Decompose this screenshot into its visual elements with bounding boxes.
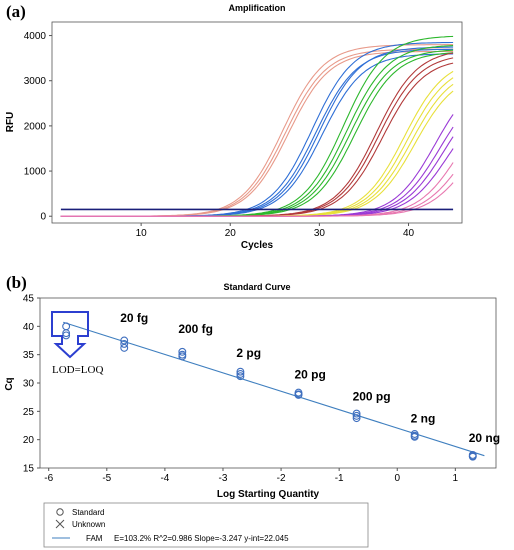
standard-point bbox=[120, 343, 129, 352]
x-tick-label: 10 bbox=[136, 228, 148, 239]
amplification-curve bbox=[60, 44, 454, 217]
regression-line bbox=[63, 321, 485, 457]
standard-point bbox=[236, 372, 245, 381]
standard-point bbox=[352, 414, 361, 423]
standard-point bbox=[120, 336, 129, 345]
standard-point bbox=[236, 367, 245, 376]
y-tick-label: 35 bbox=[23, 350, 35, 361]
standard-point bbox=[236, 369, 245, 378]
standard-curve-plot-frame bbox=[39, 297, 497, 469]
x-tick-label: 1 bbox=[453, 473, 459, 484]
amplification-y-ticks: 0 1000 2000 3000 4000 bbox=[24, 31, 52, 223]
x-tick-label: -5 bbox=[102, 473, 111, 484]
amplification-curve bbox=[60, 45, 454, 217]
standard-points bbox=[62, 322, 477, 461]
standard-point bbox=[468, 452, 477, 461]
y-tick-label: 0 bbox=[40, 212, 46, 223]
x-tick-label: -6 bbox=[44, 473, 53, 484]
amplification-curves bbox=[60, 35, 454, 217]
x-tick-label: 30 bbox=[314, 228, 326, 239]
standard-curve-y-label: Cq bbox=[4, 377, 15, 390]
standard-curve-title: Standard Curve bbox=[223, 282, 290, 292]
amplification-curve bbox=[60, 114, 454, 217]
standard-curve-x-label: Log Starting Quantity bbox=[217, 489, 320, 500]
standard-point bbox=[352, 411, 361, 420]
amplification-title: Amplification bbox=[228, 3, 285, 13]
x-tick-label: -4 bbox=[160, 473, 169, 484]
legend-standard-label: Standard bbox=[72, 508, 104, 517]
y-tick-label: 20 bbox=[23, 435, 35, 446]
legend-circle-symbol bbox=[56, 508, 64, 516]
y-tick-label: 15 bbox=[23, 464, 35, 475]
concentration-label: 200 pg bbox=[353, 390, 391, 404]
amplification-curve bbox=[60, 62, 454, 217]
concentration-label: 20 ng bbox=[469, 431, 500, 445]
x-tick-label: -1 bbox=[335, 473, 344, 484]
y-tick-label: 30 bbox=[23, 379, 35, 390]
panel-b-label: (b) bbox=[6, 273, 27, 292]
x-tick-label: -3 bbox=[219, 473, 228, 484]
standard-point bbox=[352, 409, 361, 418]
standard-point bbox=[178, 352, 187, 361]
lod-highlight bbox=[51, 311, 89, 359]
standard-point bbox=[62, 329, 71, 338]
x-tick-label: 0 bbox=[394, 473, 400, 484]
concentration-labels: 20 fg 200 fg 2 pg 20 pg 200 pg 2 ng 20 ng bbox=[120, 311, 500, 445]
amplification-curve bbox=[60, 49, 454, 217]
amplification-x-label: Cycles bbox=[241, 240, 274, 251]
amplification-x-ticks: 10 20 30 40 bbox=[136, 223, 415, 239]
amplification-curve bbox=[60, 52, 454, 217]
standard-curve-chart: Standard Curve -6 -5 -4 -3 -2 -1 0 1 15 20 25 30 35… bbox=[4, 282, 500, 500]
concentration-label: 2 ng bbox=[411, 412, 436, 426]
amplification-curve bbox=[60, 90, 454, 217]
y-tick-label: 2000 bbox=[24, 121, 47, 132]
standard-point bbox=[294, 390, 303, 399]
legend-fam-label: FAM bbox=[86, 534, 103, 543]
amplification-curve bbox=[60, 70, 454, 217]
amplification-curve bbox=[60, 57, 454, 217]
amplification-curve bbox=[60, 35, 454, 217]
amplification-curve bbox=[60, 83, 454, 217]
legend-box bbox=[43, 502, 369, 548]
y-tick-label: 4000 bbox=[24, 31, 47, 42]
concentration-label: 20 fg bbox=[120, 311, 148, 325]
regression-line-group bbox=[63, 321, 485, 457]
amplification-chart: Amplification 10 20 30 40 0 1000 2000 3000 4000… bbox=[5, 3, 463, 251]
concentration-label: 2 pg bbox=[236, 346, 261, 360]
standard-curve-y-ticks: 15 20 25 30 35 40 45 bbox=[23, 294, 40, 475]
amplification-curve bbox=[60, 48, 454, 217]
x-tick-label: -2 bbox=[277, 473, 286, 484]
amplification-curve bbox=[60, 48, 454, 217]
legend-x-symbol bbox=[55, 519, 65, 529]
concentration-label: 200 fg bbox=[178, 322, 213, 336]
standard-point bbox=[410, 432, 419, 441]
amplification-curve bbox=[60, 182, 454, 217]
amplification-curve bbox=[60, 50, 454, 217]
y-tick-label: 45 bbox=[23, 294, 35, 305]
lod-label: LOD=LOQ bbox=[52, 364, 103, 376]
y-tick-label: 40 bbox=[23, 322, 35, 333]
y-tick-label: 25 bbox=[23, 407, 35, 418]
amplification-curve bbox=[60, 53, 454, 217]
standard-point bbox=[120, 339, 129, 348]
legend: Standard Unknown FAM E=103.2% R^2=0.986 … bbox=[43, 502, 369, 548]
amplification-curve bbox=[60, 52, 454, 217]
lod-arrow-box bbox=[51, 311, 89, 359]
amplification-curve bbox=[60, 41, 454, 217]
amplification-y-label: RFU bbox=[5, 112, 16, 133]
standard-point bbox=[62, 322, 71, 331]
standard-point bbox=[178, 347, 187, 356]
concentration-label: 20 pg bbox=[294, 367, 325, 381]
legend-fam-stats: E=103.2% R^2=0.986 Slope=-3.247 y-int=22… bbox=[114, 534, 289, 543]
standard-curve-x-ticks: -6 -5 -4 -3 -2 -1 0 1 bbox=[44, 468, 459, 484]
y-tick-label: 1000 bbox=[24, 167, 47, 178]
legend-unknown-label: Unknown bbox=[72, 520, 105, 529]
amplification-plot-frame bbox=[51, 21, 463, 224]
x-tick-label: 20 bbox=[225, 228, 237, 239]
y-tick-label: 3000 bbox=[24, 76, 47, 87]
x-tick-label: 40 bbox=[403, 228, 415, 239]
panel-a-label: (a) bbox=[6, 2, 26, 21]
